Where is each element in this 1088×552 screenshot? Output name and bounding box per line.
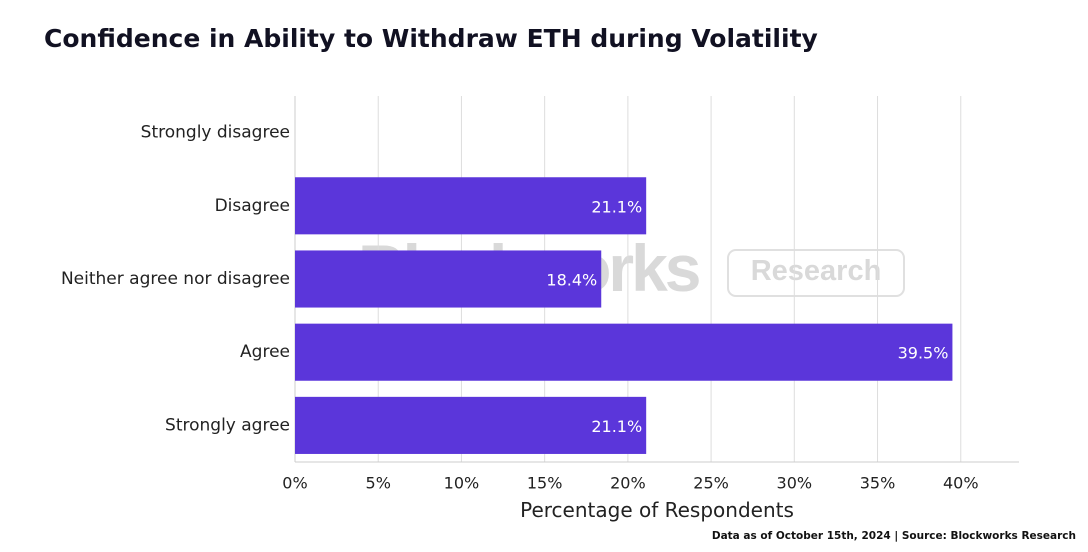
x-tick-label-3: 15% [527, 474, 563, 493]
data-label-3: 39.5% [898, 344, 949, 363]
x-tick-label-0: 0% [282, 474, 307, 493]
x-tick-label-4: 20% [610, 474, 646, 493]
category-label-2: Neither agree nor disagree [61, 269, 290, 289]
x-tick-label-5: 25% [693, 474, 729, 493]
x-tick-label-2: 10% [444, 474, 480, 493]
chart-title: Confidence in Ability to Withdraw ETH du… [44, 24, 818, 53]
bar-1 [295, 177, 647, 235]
data-label-2: 18.4% [546, 271, 597, 290]
category-label-4: Strongly agree [165, 415, 290, 435]
category-label-1: Disagree [215, 196, 290, 216]
data-label-1: 21.1% [591, 197, 642, 216]
bar-2 [295, 250, 602, 308]
bar-4 [295, 396, 647, 454]
source-footer: Data as of October 15th, 2024 | Source: … [711, 530, 1076, 542]
x-axis-title: Percentage of Respondents [520, 498, 794, 522]
x-tick-label-8: 40% [943, 474, 979, 493]
data-label-4: 21.1% [591, 417, 642, 436]
x-tick-label-6: 30% [777, 474, 813, 493]
category-label-0: Strongly disagree [141, 123, 290, 143]
x-tick-label-1: 5% [366, 474, 391, 493]
x-tick-label-7: 35% [860, 474, 896, 493]
category-label-3: Agree [240, 342, 290, 362]
bar-3 [295, 323, 953, 381]
